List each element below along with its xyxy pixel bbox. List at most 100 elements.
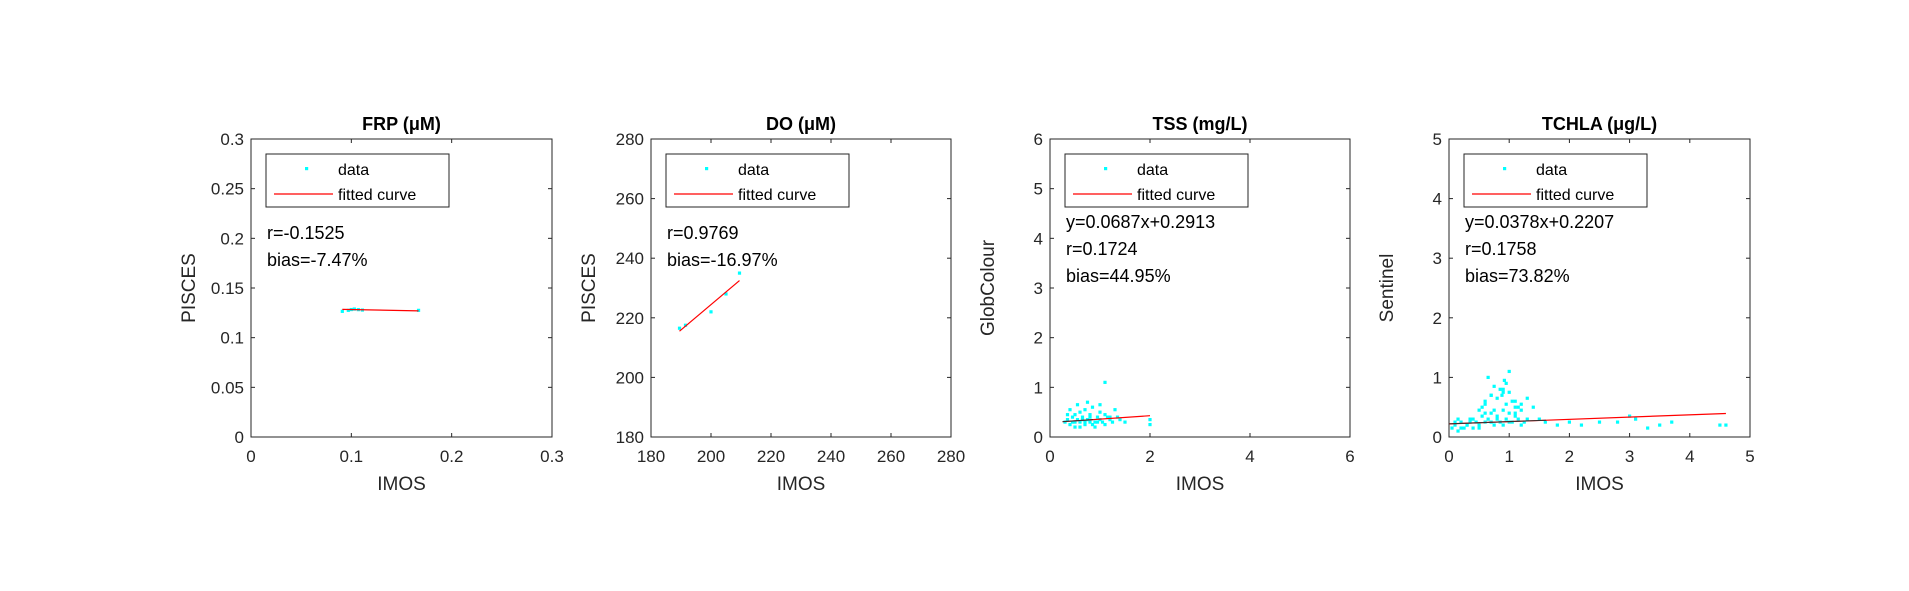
- x-tick-label: 220: [757, 447, 785, 466]
- data-point: [1108, 418, 1112, 422]
- data-point: [1504, 417, 1508, 421]
- data-point: [1615, 420, 1620, 424]
- data-point: [1098, 403, 1102, 407]
- data-point: [1525, 417, 1529, 421]
- data-point: [1513, 405, 1517, 409]
- x-tick-label: 280: [937, 447, 965, 466]
- data-point: [1068, 408, 1072, 412]
- data-point: [1492, 384, 1496, 388]
- data-point: [1498, 387, 1502, 391]
- data-point: [1088, 420, 1092, 424]
- data-point: [1628, 414, 1632, 418]
- y-tick-label: 0.1: [220, 329, 244, 348]
- subplot-2: 180 200 220 240 260 280 180 200 220 240 260 280 DO (…: [579, 114, 965, 495]
- data-point: [1513, 399, 1517, 403]
- data-point: [1080, 418, 1085, 422]
- data-point: [724, 292, 728, 296]
- legend-label: fitted curve: [1137, 187, 1215, 204]
- y-axis-label: Sentinel: [1377, 254, 1398, 323]
- data-point: [1103, 413, 1107, 417]
- data-point: [1492, 423, 1496, 427]
- y-tick-label: 0.2: [220, 229, 244, 248]
- subplot-3: 0 2 4 6 0 1 2 3 4 5 6 TSS (mg/L) IMOS GlobColour data f…: [978, 114, 1355, 495]
- legend-label: fitted curve: [338, 187, 416, 204]
- data-point: [1453, 423, 1457, 427]
- data-point: [1531, 405, 1535, 409]
- data-point: [1718, 423, 1722, 427]
- data-point: [1078, 425, 1082, 429]
- data-point: [1468, 417, 1472, 421]
- series-data: [677, 271, 742, 330]
- legend-label: fitted curve: [1536, 187, 1614, 204]
- chart-title: DO (μM): [766, 114, 836, 134]
- y-tick-label: 280: [616, 130, 644, 149]
- data-point: [1110, 420, 1115, 424]
- y-axis-label: PISCES: [179, 253, 200, 323]
- data-point: [1073, 420, 1077, 424]
- data-point: [1486, 417, 1490, 421]
- y-tick-label: 180: [616, 428, 644, 447]
- data-point: [1597, 420, 1602, 424]
- data-point: [1073, 425, 1077, 429]
- x-axis-label: IMOS: [777, 474, 826, 495]
- data-point: [1513, 411, 1517, 415]
- data-point: [1095, 415, 1100, 419]
- data-point: [1501, 423, 1505, 427]
- y-tick-label: 1: [1034, 378, 1043, 397]
- subplot-1: 0 0.1 0.2 0.3 0 0.05 0.1 0.15 0.2 0.25 0.3 FRP (μM)…: [179, 114, 564, 495]
- data-point: [1090, 422, 1095, 427]
- data-point: [1450, 426, 1454, 430]
- data-point: [1148, 422, 1152, 427]
- data-point: [1075, 403, 1080, 407]
- data-point: [683, 323, 688, 327]
- stat-annotation: r=-0.1525: [267, 223, 345, 243]
- data-point: [1483, 399, 1487, 403]
- data-point: [1080, 415, 1085, 419]
- stat-annotation: r=0.1758: [1465, 239, 1537, 259]
- data-point: [677, 326, 682, 330]
- data-point: [1075, 418, 1080, 422]
- data-point: [1658, 423, 1662, 427]
- data-point: [1103, 422, 1107, 427]
- data-point: [1477, 408, 1481, 412]
- data-point: [1579, 423, 1584, 427]
- data-point: [1537, 417, 1541, 421]
- data-point: [1504, 402, 1508, 406]
- data-point: [1724, 423, 1728, 427]
- data-point: [1465, 423, 1469, 427]
- data-point: [1501, 408, 1505, 412]
- y-tick-label: 0.25: [211, 180, 244, 199]
- data-point: [1474, 420, 1478, 424]
- y-axis-label: GlobColour: [978, 239, 999, 336]
- data-point: [1115, 415, 1120, 419]
- x-tick-label: 5: [1745, 447, 1754, 466]
- data-point: [1543, 420, 1547, 424]
- data-point: [1468, 420, 1472, 424]
- data-point: [1453, 420, 1457, 424]
- data-point: [1555, 423, 1559, 427]
- data-point: [1118, 418, 1122, 422]
- data-point: [1471, 426, 1475, 430]
- y-tick-label: 3: [1034, 279, 1043, 298]
- data-point: [1567, 420, 1571, 424]
- x-tick-label: 0: [1045, 447, 1054, 466]
- y-tick-label: 0.3: [220, 130, 244, 149]
- y-tick-label: 4: [1433, 190, 1442, 209]
- chart-title: FRP (μM): [362, 114, 441, 134]
- chart-title: TCHLA (μg/L): [1542, 114, 1657, 134]
- data-point: [1495, 414, 1499, 418]
- x-tick-label: 1: [1504, 447, 1513, 466]
- data-point: [1065, 418, 1070, 422]
- data-point: [1670, 420, 1674, 424]
- data-point: [1100, 420, 1105, 424]
- data-point: [1483, 411, 1487, 415]
- data-point: [1480, 405, 1484, 409]
- data-point: [1519, 423, 1523, 427]
- x-tick-label: 4: [1685, 447, 1694, 466]
- data-point: [1489, 393, 1493, 397]
- y-axis-label: PISCES: [579, 253, 600, 323]
- fit-overlap-segment: [1448, 419, 1546, 425]
- data-point: [1456, 417, 1460, 421]
- legend: data fitted curve: [1463, 153, 1648, 208]
